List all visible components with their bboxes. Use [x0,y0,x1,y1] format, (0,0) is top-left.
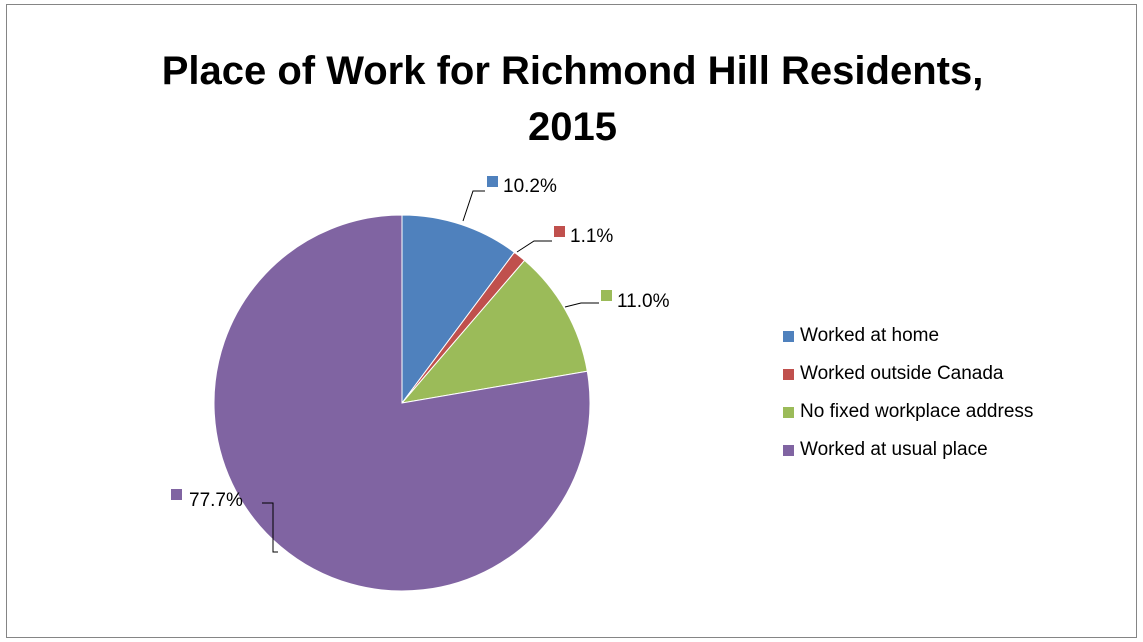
data-label: 10.2% [503,176,557,197]
data-labels: 10.2% 1.1% 11.0% 77.7% [171,176,670,511]
data-label-swatch [487,176,498,187]
leader-line [564,302,599,308]
legend-label: Worked outside Canada [800,363,1004,384]
data-label: 1.1% [570,226,613,247]
legend-label: No fixed workplace address [800,401,1034,422]
pie-slices [213,214,591,592]
leader-line [262,502,278,553]
legend-item-worked-at-home: Worked at home [783,317,1033,355]
chart-area: Place of Work for Richmond Hill Resident… [6,4,1137,638]
pie-slice-worked-at-usual-place [213,214,591,592]
legend-item-worked-outside-canada: Worked outside Canada [783,355,1033,393]
chart-title-line-2: 2015 [528,105,617,149]
legend-item-worked-at-usual-place: Worked at usual place [783,431,1033,469]
chart-title-line-1: Place of Work for Richmond Hill Resident… [161,49,984,93]
data-label-swatch [554,226,565,237]
pie-slice-worked-at-home [401,214,516,405]
legend-swatch [783,444,794,456]
legend-swatch [783,406,794,418]
pie-chart-plot: 10.2% 1.1% 11.0% 77.7% [171,176,670,592]
leader-line [462,190,485,222]
data-label: 11.0% [617,291,670,312]
data-label-swatch [601,290,612,301]
legend: Worked at home Worked outside Canada No … [783,317,1033,469]
pie-slice-no-fixed-workplace-address [400,259,588,404]
data-label: 77.7% [189,490,243,511]
data-label-swatch [171,489,182,500]
leader-line [516,240,552,253]
legend-label: Worked at usual place [800,439,988,460]
legend-swatch [783,368,794,380]
legend-swatch [783,330,794,342]
chart-title: Place of Work for Richmond Hill Resident… [7,43,1138,155]
leader-lines [262,190,599,553]
legend-label: Worked at home [800,325,940,346]
legend-item-no-fixed-workplace: No fixed workplace address [783,393,1033,431]
